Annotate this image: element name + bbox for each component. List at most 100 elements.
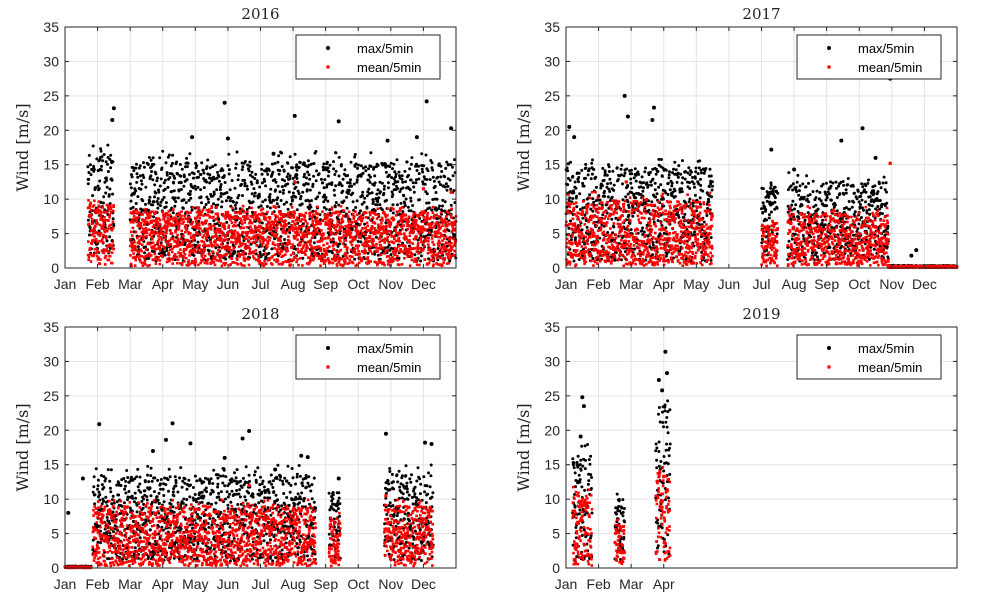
data-point <box>111 244 114 248</box>
data-point <box>653 188 657 192</box>
data-point <box>443 220 447 224</box>
data-point <box>383 252 386 255</box>
data-point <box>210 206 213 209</box>
data-point <box>302 224 305 228</box>
data-point <box>134 202 138 205</box>
data-point <box>386 214 389 217</box>
data-point <box>341 254 345 258</box>
data-point <box>254 249 258 252</box>
data-point <box>219 185 222 189</box>
data-point <box>253 218 256 221</box>
data-point <box>139 221 143 225</box>
data-point <box>776 191 780 195</box>
data-point <box>398 240 401 243</box>
data-point <box>97 229 101 233</box>
data-point <box>239 226 243 230</box>
data-point <box>207 249 211 253</box>
data-point <box>405 160 409 164</box>
data-point <box>227 247 231 250</box>
data-point <box>392 182 396 186</box>
data-point <box>249 237 253 241</box>
data-point <box>103 216 106 219</box>
data-point <box>156 202 160 206</box>
data-point <box>340 257 344 261</box>
data-point <box>290 224 294 228</box>
data-point <box>372 232 376 236</box>
data-point <box>208 181 212 185</box>
data-point <box>338 238 341 241</box>
data-point <box>769 210 773 214</box>
data-point <box>376 253 380 257</box>
data-point <box>168 221 171 225</box>
data-point <box>400 221 404 224</box>
data-point <box>449 187 453 191</box>
data-point <box>282 202 286 206</box>
data-point <box>406 255 410 258</box>
data-point <box>328 208 332 212</box>
data-point <box>241 230 245 234</box>
data-point <box>264 262 268 266</box>
data-point <box>324 251 327 255</box>
data-point <box>219 222 222 225</box>
data-point <box>94 238 98 241</box>
data-point <box>87 240 90 243</box>
data-point <box>381 246 385 250</box>
data-point <box>349 224 352 228</box>
data-point <box>343 258 347 261</box>
data-point <box>338 242 341 246</box>
data-point <box>131 226 135 230</box>
data-point <box>423 182 427 186</box>
data-point <box>168 239 171 243</box>
data-point <box>150 219 154 223</box>
x-tick-label: Apr <box>152 276 174 292</box>
data-point <box>357 261 361 265</box>
data-point <box>404 248 408 252</box>
data-point <box>273 247 276 250</box>
data-point <box>267 235 270 239</box>
data-point <box>94 231 97 234</box>
data-point <box>386 207 390 210</box>
data-point <box>402 224 405 227</box>
data-point <box>248 206 251 210</box>
data-point <box>169 243 173 246</box>
data-point <box>159 200 163 204</box>
data-point <box>682 215 686 219</box>
data-point <box>378 228 381 232</box>
data-point <box>417 232 421 235</box>
data-point <box>672 167 675 171</box>
data-point <box>176 261 179 265</box>
data-point <box>264 216 268 220</box>
data-point <box>365 206 369 210</box>
data-point <box>386 186 390 190</box>
data-point <box>227 152 231 156</box>
data-point <box>337 261 341 264</box>
data-point <box>419 212 422 215</box>
data-point <box>179 248 182 251</box>
data-point <box>158 184 162 188</box>
data-point <box>382 225 385 228</box>
data-point <box>607 165 611 169</box>
data-point <box>211 235 215 238</box>
data-point <box>90 229 93 233</box>
data-point <box>164 205 168 209</box>
data-point <box>200 201 203 205</box>
data-point <box>209 238 212 242</box>
data-point <box>208 253 211 256</box>
data-point <box>285 228 289 231</box>
data-point <box>210 210 214 214</box>
data-point <box>425 236 428 239</box>
data-point <box>446 184 450 188</box>
data-point <box>426 216 430 220</box>
data-point <box>208 166 212 170</box>
data-point <box>426 223 429 226</box>
data-point <box>398 231 402 234</box>
data-point <box>296 189 300 193</box>
data-point <box>265 224 269 227</box>
data-point <box>223 247 227 251</box>
data-point <box>693 230 697 234</box>
data-point <box>438 236 442 239</box>
data-point <box>303 233 307 237</box>
data-point <box>230 249 233 252</box>
data-point <box>207 200 211 204</box>
